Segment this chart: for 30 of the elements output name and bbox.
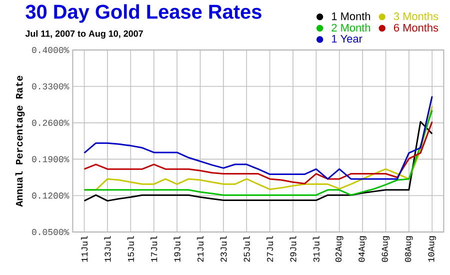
- legend-label: 6 Months: [394, 24, 438, 32]
- x-tick-label: 11Jul: [81, 236, 88, 262]
- legend-label: 1 Month: [332, 12, 370, 20]
- x-tick-label: 17Jul: [150, 236, 158, 262]
- y-tick-label: 0.2600%: [32, 120, 70, 126]
- x-tick-label: 27Jul: [266, 236, 274, 262]
- x-tick-label: 04Aug: [358, 236, 366, 262]
- x-tick-label: 10Aug: [428, 236, 436, 262]
- y-axis-title: Annual Percentage Rate: [15, 76, 25, 207]
- chart-title: 30 Day Gold Lease Rates: [26, 4, 262, 23]
- x-tick-label: 06Aug: [382, 236, 390, 262]
- x-tick-label: 15Jul: [127, 236, 134, 262]
- x-tick-label: 08Aug: [404, 236, 413, 262]
- x-tick-label: 25Jul: [243, 236, 250, 262]
- x-tick-label: 02Aug: [335, 236, 344, 262]
- chart-subtitle: Jul 11, 2007 to Aug 10, 2007: [25, 30, 143, 39]
- x-tick-label: 13Jul: [104, 236, 111, 262]
- legend-label: 1 Year: [332, 34, 362, 43]
- y-tick-label: 0.1200%: [32, 192, 70, 199]
- x-tick-label: 31Jul: [312, 236, 320, 262]
- x-tick-label: 19Jul: [174, 236, 180, 262]
- legend-label: 2 Month: [332, 24, 370, 32]
- y-tick-label: 0.3300%: [32, 83, 70, 90]
- x-tick-label: 21Jul: [196, 236, 204, 262]
- legend-label: 3 Months: [394, 12, 438, 20]
- y-tick-label: 0.4000%: [32, 46, 70, 54]
- x-tick-label: 23Jul: [220, 236, 227, 262]
- x-tick-label: 29Jul: [290, 236, 296, 262]
- y-tick-label: 0.0500%: [32, 228, 70, 236]
- y-tick-label: 0.1900%: [32, 156, 70, 162]
